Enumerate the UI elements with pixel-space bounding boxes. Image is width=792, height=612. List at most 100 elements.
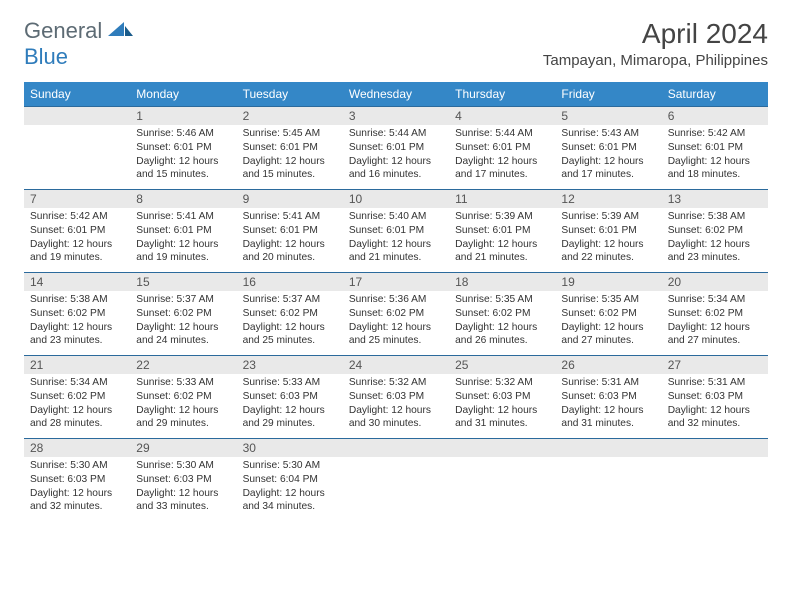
sunrise-line: Sunrise: 5:31 AM (561, 376, 655, 390)
sunrise-line: Sunrise: 5:41 AM (136, 210, 230, 224)
day-cell: 8Sunrise: 5:41 AMSunset: 6:01 PMDaylight… (130, 190, 236, 272)
daylight-line: Daylight: 12 hours and 32 minutes. (30, 487, 124, 515)
day-cell: 2Sunrise: 5:45 AMSunset: 6:01 PMDaylight… (237, 107, 343, 189)
sunset-line: Sunset: 6:02 PM (561, 307, 655, 321)
week-row: 21Sunrise: 5:34 AMSunset: 6:02 PMDayligh… (24, 355, 768, 438)
daylight-line: Daylight: 12 hours and 22 minutes. (561, 238, 655, 266)
day-body: Sunrise: 5:40 AMSunset: 6:01 PMDaylight:… (343, 208, 449, 271)
daylight-line: Daylight: 12 hours and 21 minutes. (455, 238, 549, 266)
day-cell: 11Sunrise: 5:39 AMSunset: 6:01 PMDayligh… (449, 190, 555, 272)
daylight-line: Daylight: 12 hours and 24 minutes. (136, 321, 230, 349)
sunrise-line: Sunrise: 5:31 AM (668, 376, 762, 390)
day-body: Sunrise: 5:38 AMSunset: 6:02 PMDaylight:… (662, 208, 768, 271)
week-row: 14Sunrise: 5:38 AMSunset: 6:02 PMDayligh… (24, 272, 768, 355)
sunset-line: Sunset: 6:02 PM (136, 307, 230, 321)
sunrise-line: Sunrise: 5:46 AM (136, 127, 230, 141)
day-cell: 12Sunrise: 5:39 AMSunset: 6:01 PMDayligh… (555, 190, 661, 272)
sunset-line: Sunset: 6:02 PM (349, 307, 443, 321)
day-body: Sunrise: 5:33 AMSunset: 6:02 PMDaylight:… (130, 374, 236, 437)
day-body: Sunrise: 5:32 AMSunset: 6:03 PMDaylight:… (449, 374, 555, 437)
sunrise-line: Sunrise: 5:36 AM (349, 293, 443, 307)
day-body: Sunrise: 5:32 AMSunset: 6:03 PMDaylight:… (343, 374, 449, 437)
daylight-line: Daylight: 12 hours and 33 minutes. (136, 487, 230, 515)
weekday-header-cell: Thursday (449, 82, 555, 106)
day-number: 15 (130, 273, 236, 291)
daylight-line: Daylight: 12 hours and 31 minutes. (455, 404, 549, 432)
sunset-line: Sunset: 6:03 PM (243, 390, 337, 404)
day-cell (343, 439, 449, 521)
sunrise-line: Sunrise: 5:41 AM (243, 210, 337, 224)
day-number: 6 (662, 107, 768, 125)
day-number: 9 (237, 190, 343, 208)
sunrise-line: Sunrise: 5:35 AM (561, 293, 655, 307)
daylight-line: Daylight: 12 hours and 29 minutes. (243, 404, 337, 432)
day-body: Sunrise: 5:30 AMSunset: 6:03 PMDaylight:… (130, 457, 236, 520)
day-number: 16 (237, 273, 343, 291)
day-number-blank (662, 439, 768, 457)
day-body: Sunrise: 5:39 AMSunset: 6:01 PMDaylight:… (555, 208, 661, 271)
logo-text-general: General (24, 18, 102, 43)
day-number: 3 (343, 107, 449, 125)
day-cell: 24Sunrise: 5:32 AMSunset: 6:03 PMDayligh… (343, 356, 449, 438)
day-cell (24, 107, 130, 189)
daylight-line: Daylight: 12 hours and 31 minutes. (561, 404, 655, 432)
daylight-line: Daylight: 12 hours and 28 minutes. (30, 404, 124, 432)
day-cell (555, 439, 661, 521)
daylight-line: Daylight: 12 hours and 23 minutes. (668, 238, 762, 266)
daylight-line: Daylight: 12 hours and 34 minutes. (243, 487, 337, 515)
sunrise-line: Sunrise: 5:45 AM (243, 127, 337, 141)
daylight-line: Daylight: 12 hours and 20 minutes. (243, 238, 337, 266)
sunset-line: Sunset: 6:01 PM (243, 224, 337, 238)
daylight-line: Daylight: 12 hours and 25 minutes. (349, 321, 443, 349)
day-cell: 6Sunrise: 5:42 AMSunset: 6:01 PMDaylight… (662, 107, 768, 189)
sunset-line: Sunset: 6:01 PM (30, 224, 124, 238)
sunset-line: Sunset: 6:02 PM (243, 307, 337, 321)
title-block: April 2024 Tampayan, Mimaropa, Philippin… (543, 18, 768, 69)
daylight-line: Daylight: 12 hours and 29 minutes. (136, 404, 230, 432)
weeks-container: 1Sunrise: 5:46 AMSunset: 6:01 PMDaylight… (24, 106, 768, 521)
day-cell: 4Sunrise: 5:44 AMSunset: 6:01 PMDaylight… (449, 107, 555, 189)
week-row: 7Sunrise: 5:42 AMSunset: 6:01 PMDaylight… (24, 189, 768, 272)
daylight-line: Daylight: 12 hours and 23 minutes. (30, 321, 124, 349)
day-body: Sunrise: 5:45 AMSunset: 6:01 PMDaylight:… (237, 125, 343, 188)
weekday-header-cell: Wednesday (343, 82, 449, 106)
sunset-line: Sunset: 6:01 PM (455, 141, 549, 155)
day-body: Sunrise: 5:41 AMSunset: 6:01 PMDaylight:… (237, 208, 343, 271)
day-number: 11 (449, 190, 555, 208)
sunset-line: Sunset: 6:02 PM (455, 307, 549, 321)
sunrise-line: Sunrise: 5:39 AM (561, 210, 655, 224)
day-body: Sunrise: 5:41 AMSunset: 6:01 PMDaylight:… (130, 208, 236, 271)
sunset-line: Sunset: 6:02 PM (668, 224, 762, 238)
day-number: 14 (24, 273, 130, 291)
sunrise-line: Sunrise: 5:44 AM (455, 127, 549, 141)
day-body: Sunrise: 5:38 AMSunset: 6:02 PMDaylight:… (24, 291, 130, 354)
daylight-line: Daylight: 12 hours and 17 minutes. (561, 155, 655, 183)
sunset-line: Sunset: 6:03 PM (349, 390, 443, 404)
header: General Blue April 2024 Tampayan, Mimaro… (24, 18, 768, 70)
day-number: 23 (237, 356, 343, 374)
day-cell: 21Sunrise: 5:34 AMSunset: 6:02 PMDayligh… (24, 356, 130, 438)
day-cell: 14Sunrise: 5:38 AMSunset: 6:02 PMDayligh… (24, 273, 130, 355)
day-cell: 29Sunrise: 5:30 AMSunset: 6:03 PMDayligh… (130, 439, 236, 521)
sunset-line: Sunset: 6:01 PM (349, 224, 443, 238)
day-number: 12 (555, 190, 661, 208)
day-body: Sunrise: 5:43 AMSunset: 6:01 PMDaylight:… (555, 125, 661, 188)
daylight-line: Daylight: 12 hours and 25 minutes. (243, 321, 337, 349)
sunset-line: Sunset: 6:03 PM (668, 390, 762, 404)
weekday-header-cell: Saturday (662, 82, 768, 106)
day-body: Sunrise: 5:30 AMSunset: 6:04 PMDaylight:… (237, 457, 343, 520)
weekday-header-row: SundayMondayTuesdayWednesdayThursdayFrid… (24, 82, 768, 106)
sunrise-line: Sunrise: 5:34 AM (668, 293, 762, 307)
sunrise-line: Sunrise: 5:35 AM (455, 293, 549, 307)
sunset-line: Sunset: 6:02 PM (136, 390, 230, 404)
sunset-line: Sunset: 6:01 PM (455, 224, 549, 238)
day-cell (662, 439, 768, 521)
sunrise-line: Sunrise: 5:43 AM (561, 127, 655, 141)
sunrise-line: Sunrise: 5:37 AM (136, 293, 230, 307)
day-cell (449, 439, 555, 521)
day-number: 7 (24, 190, 130, 208)
day-number-blank (343, 439, 449, 457)
weekday-header-cell: Monday (130, 82, 236, 106)
daylight-line: Daylight: 12 hours and 19 minutes. (136, 238, 230, 266)
day-cell: 10Sunrise: 5:40 AMSunset: 6:01 PMDayligh… (343, 190, 449, 272)
